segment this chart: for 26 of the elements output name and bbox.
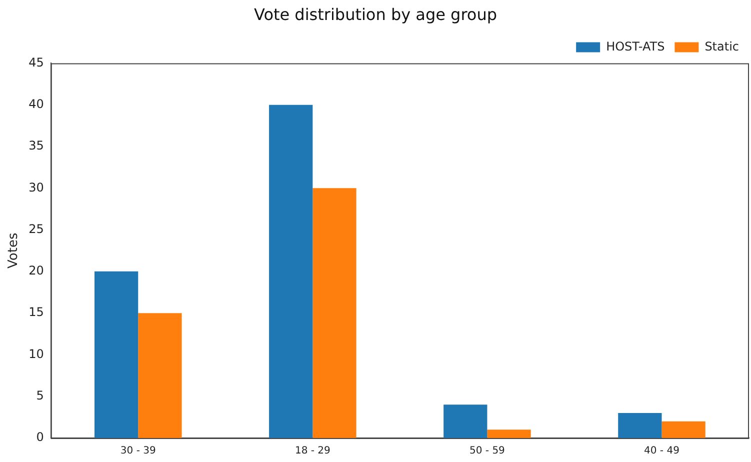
y-tick-label: 15 bbox=[28, 305, 44, 320]
y-tick-label: 40 bbox=[28, 96, 44, 111]
y-axis-title: Votes bbox=[6, 232, 22, 268]
y-tick-label: 5 bbox=[36, 388, 44, 402]
x-tick-label: 50 - 59 bbox=[469, 446, 505, 457]
bar bbox=[269, 104, 313, 438]
x-tick-label: 40 - 49 bbox=[644, 446, 680, 457]
y-tick-label: 0 bbox=[36, 430, 44, 444]
y-tick-label: 10 bbox=[28, 346, 44, 361]
x-tick-label: 18 - 29 bbox=[294, 446, 330, 457]
legend-label: HOST-ATS bbox=[606, 39, 665, 54]
bar bbox=[487, 430, 531, 438]
y-tick-label: 45 bbox=[28, 55, 44, 70]
y-tick-label: 25 bbox=[28, 222, 44, 236]
y-tick-label: 35 bbox=[28, 138, 44, 153]
bar bbox=[444, 404, 488, 438]
x-tick-label: 30 - 39 bbox=[120, 446, 156, 457]
bar bbox=[618, 413, 662, 438]
legend-label: Static bbox=[704, 39, 739, 54]
chart-title: Vote distribution by age group bbox=[254, 4, 498, 24]
y-tick-label: 30 bbox=[28, 180, 44, 194]
bar bbox=[662, 421, 706, 438]
y-tick-label: 20 bbox=[28, 264, 44, 278]
bar bbox=[312, 188, 356, 438]
bar bbox=[94, 271, 138, 438]
bar bbox=[138, 313, 182, 438]
